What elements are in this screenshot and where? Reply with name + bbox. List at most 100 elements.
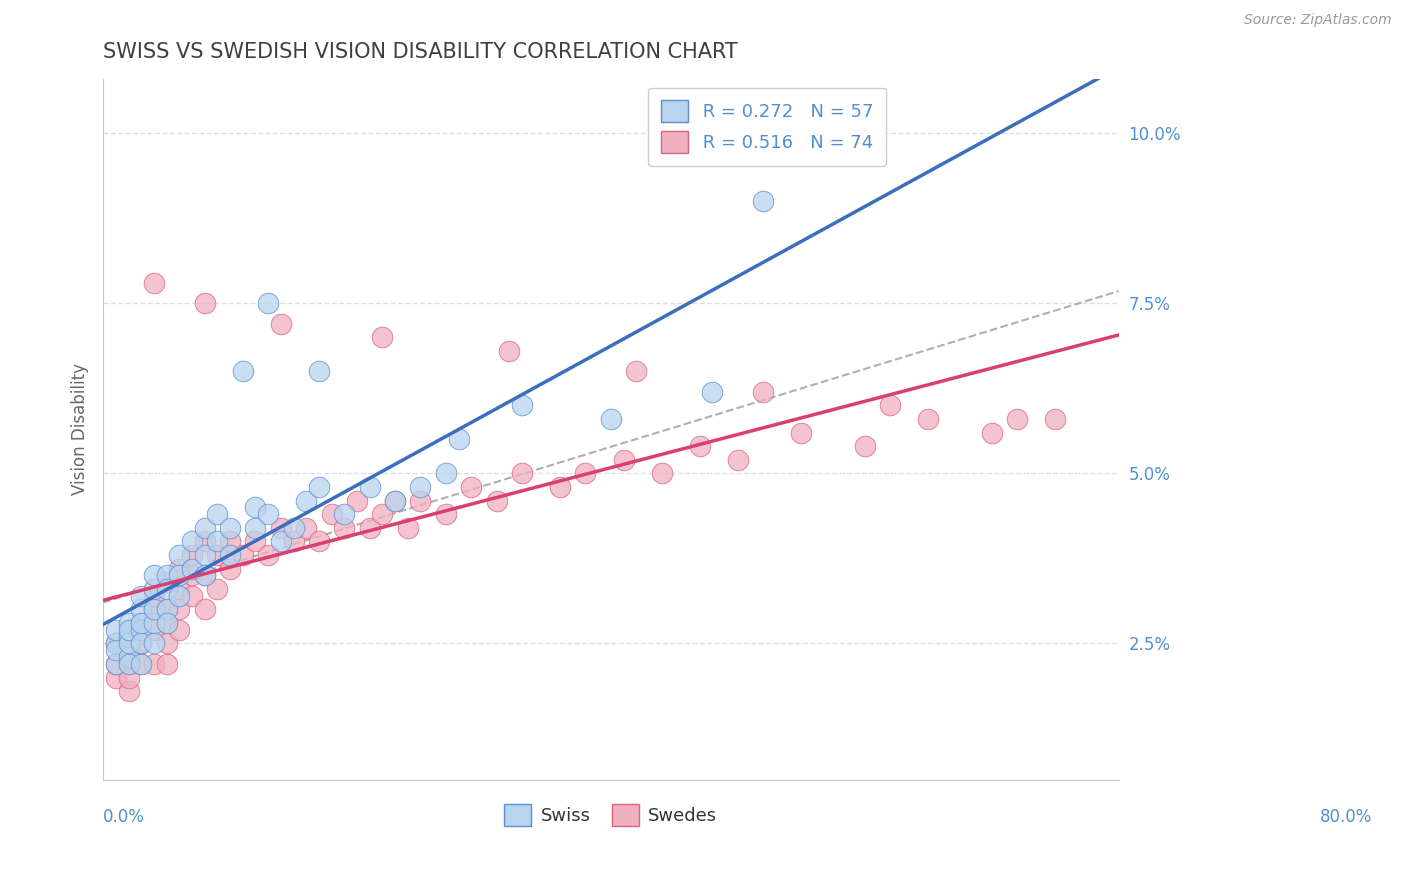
Point <box>295 493 318 508</box>
Legend: Swiss, Swedes: Swiss, Swedes <box>498 797 724 834</box>
Point <box>257 507 280 521</box>
Point <box>169 548 191 562</box>
Point <box>155 568 177 582</box>
Point <box>283 521 305 535</box>
Point <box>142 276 165 290</box>
Point <box>346 493 368 508</box>
Point <box>181 548 204 562</box>
Point <box>142 616 165 631</box>
Point <box>219 561 242 575</box>
Point <box>207 507 229 521</box>
Point <box>702 384 724 399</box>
Point <box>790 425 813 440</box>
Point <box>460 480 482 494</box>
Point <box>181 534 204 549</box>
Point <box>104 657 127 671</box>
Point <box>727 452 749 467</box>
Point <box>117 657 139 671</box>
Point <box>169 561 191 575</box>
Point <box>447 433 470 447</box>
Point <box>117 616 139 631</box>
Point <box>283 534 305 549</box>
Point <box>117 671 139 685</box>
Point <box>117 636 139 650</box>
Point <box>129 657 152 671</box>
Point <box>194 568 217 582</box>
Point <box>752 384 775 399</box>
Y-axis label: Vision Disability: Vision Disability <box>72 363 89 495</box>
Point <box>219 521 242 535</box>
Point <box>752 194 775 208</box>
Point <box>169 589 191 603</box>
Point <box>142 602 165 616</box>
Point <box>117 623 139 637</box>
Point <box>117 630 139 644</box>
Point <box>155 602 177 616</box>
Point <box>359 480 381 494</box>
Point <box>270 317 292 331</box>
Point <box>117 643 139 657</box>
Point <box>155 616 177 631</box>
Text: Source: ZipAtlas.com: Source: ZipAtlas.com <box>1244 13 1392 28</box>
Point <box>270 534 292 549</box>
Point <box>155 636 177 650</box>
Point <box>169 602 191 616</box>
Text: SWISS VS SWEDISH VISION DISABILITY CORRELATION CHART: SWISS VS SWEDISH VISION DISABILITY CORRE… <box>103 42 738 62</box>
Point <box>117 657 139 671</box>
Point <box>117 684 139 698</box>
Point <box>257 296 280 310</box>
Point <box>879 398 901 412</box>
Text: 80.0%: 80.0% <box>1320 807 1372 826</box>
Point <box>219 534 242 549</box>
Text: 0.0%: 0.0% <box>103 807 145 826</box>
Point <box>207 548 229 562</box>
Point <box>219 548 242 562</box>
Point <box>308 364 330 378</box>
Point <box>104 643 127 657</box>
Point <box>308 534 330 549</box>
Point <box>232 364 254 378</box>
Point <box>333 521 356 535</box>
Point <box>104 636 127 650</box>
Point <box>510 398 533 412</box>
Point <box>129 636 152 650</box>
Point <box>142 636 165 650</box>
Point <box>117 650 139 665</box>
Point <box>155 657 177 671</box>
Point <box>980 425 1002 440</box>
Point <box>1043 412 1066 426</box>
Point <box>434 467 457 481</box>
Point <box>384 493 406 508</box>
Point <box>129 616 152 631</box>
Point <box>333 507 356 521</box>
Point <box>295 521 318 535</box>
Point <box>194 548 217 562</box>
Point <box>155 575 177 590</box>
Point <box>612 452 634 467</box>
Point <box>129 602 152 616</box>
Point <box>129 636 152 650</box>
Point <box>434 507 457 521</box>
Point <box>396 521 419 535</box>
Point <box>194 296 217 310</box>
Point <box>142 589 165 603</box>
Point <box>498 343 520 358</box>
Point <box>689 439 711 453</box>
Point <box>181 568 204 582</box>
Point <box>485 493 508 508</box>
Point <box>169 623 191 637</box>
Point <box>409 480 432 494</box>
Point <box>142 657 165 671</box>
Point <box>409 493 432 508</box>
Point <box>129 623 152 637</box>
Point <box>169 582 191 596</box>
Point <box>104 623 127 637</box>
Point <box>117 623 139 637</box>
Point <box>270 521 292 535</box>
Point <box>207 534 229 549</box>
Point <box>194 534 217 549</box>
Point <box>548 480 571 494</box>
Point <box>194 602 217 616</box>
Point <box>510 467 533 481</box>
Point <box>599 412 621 426</box>
